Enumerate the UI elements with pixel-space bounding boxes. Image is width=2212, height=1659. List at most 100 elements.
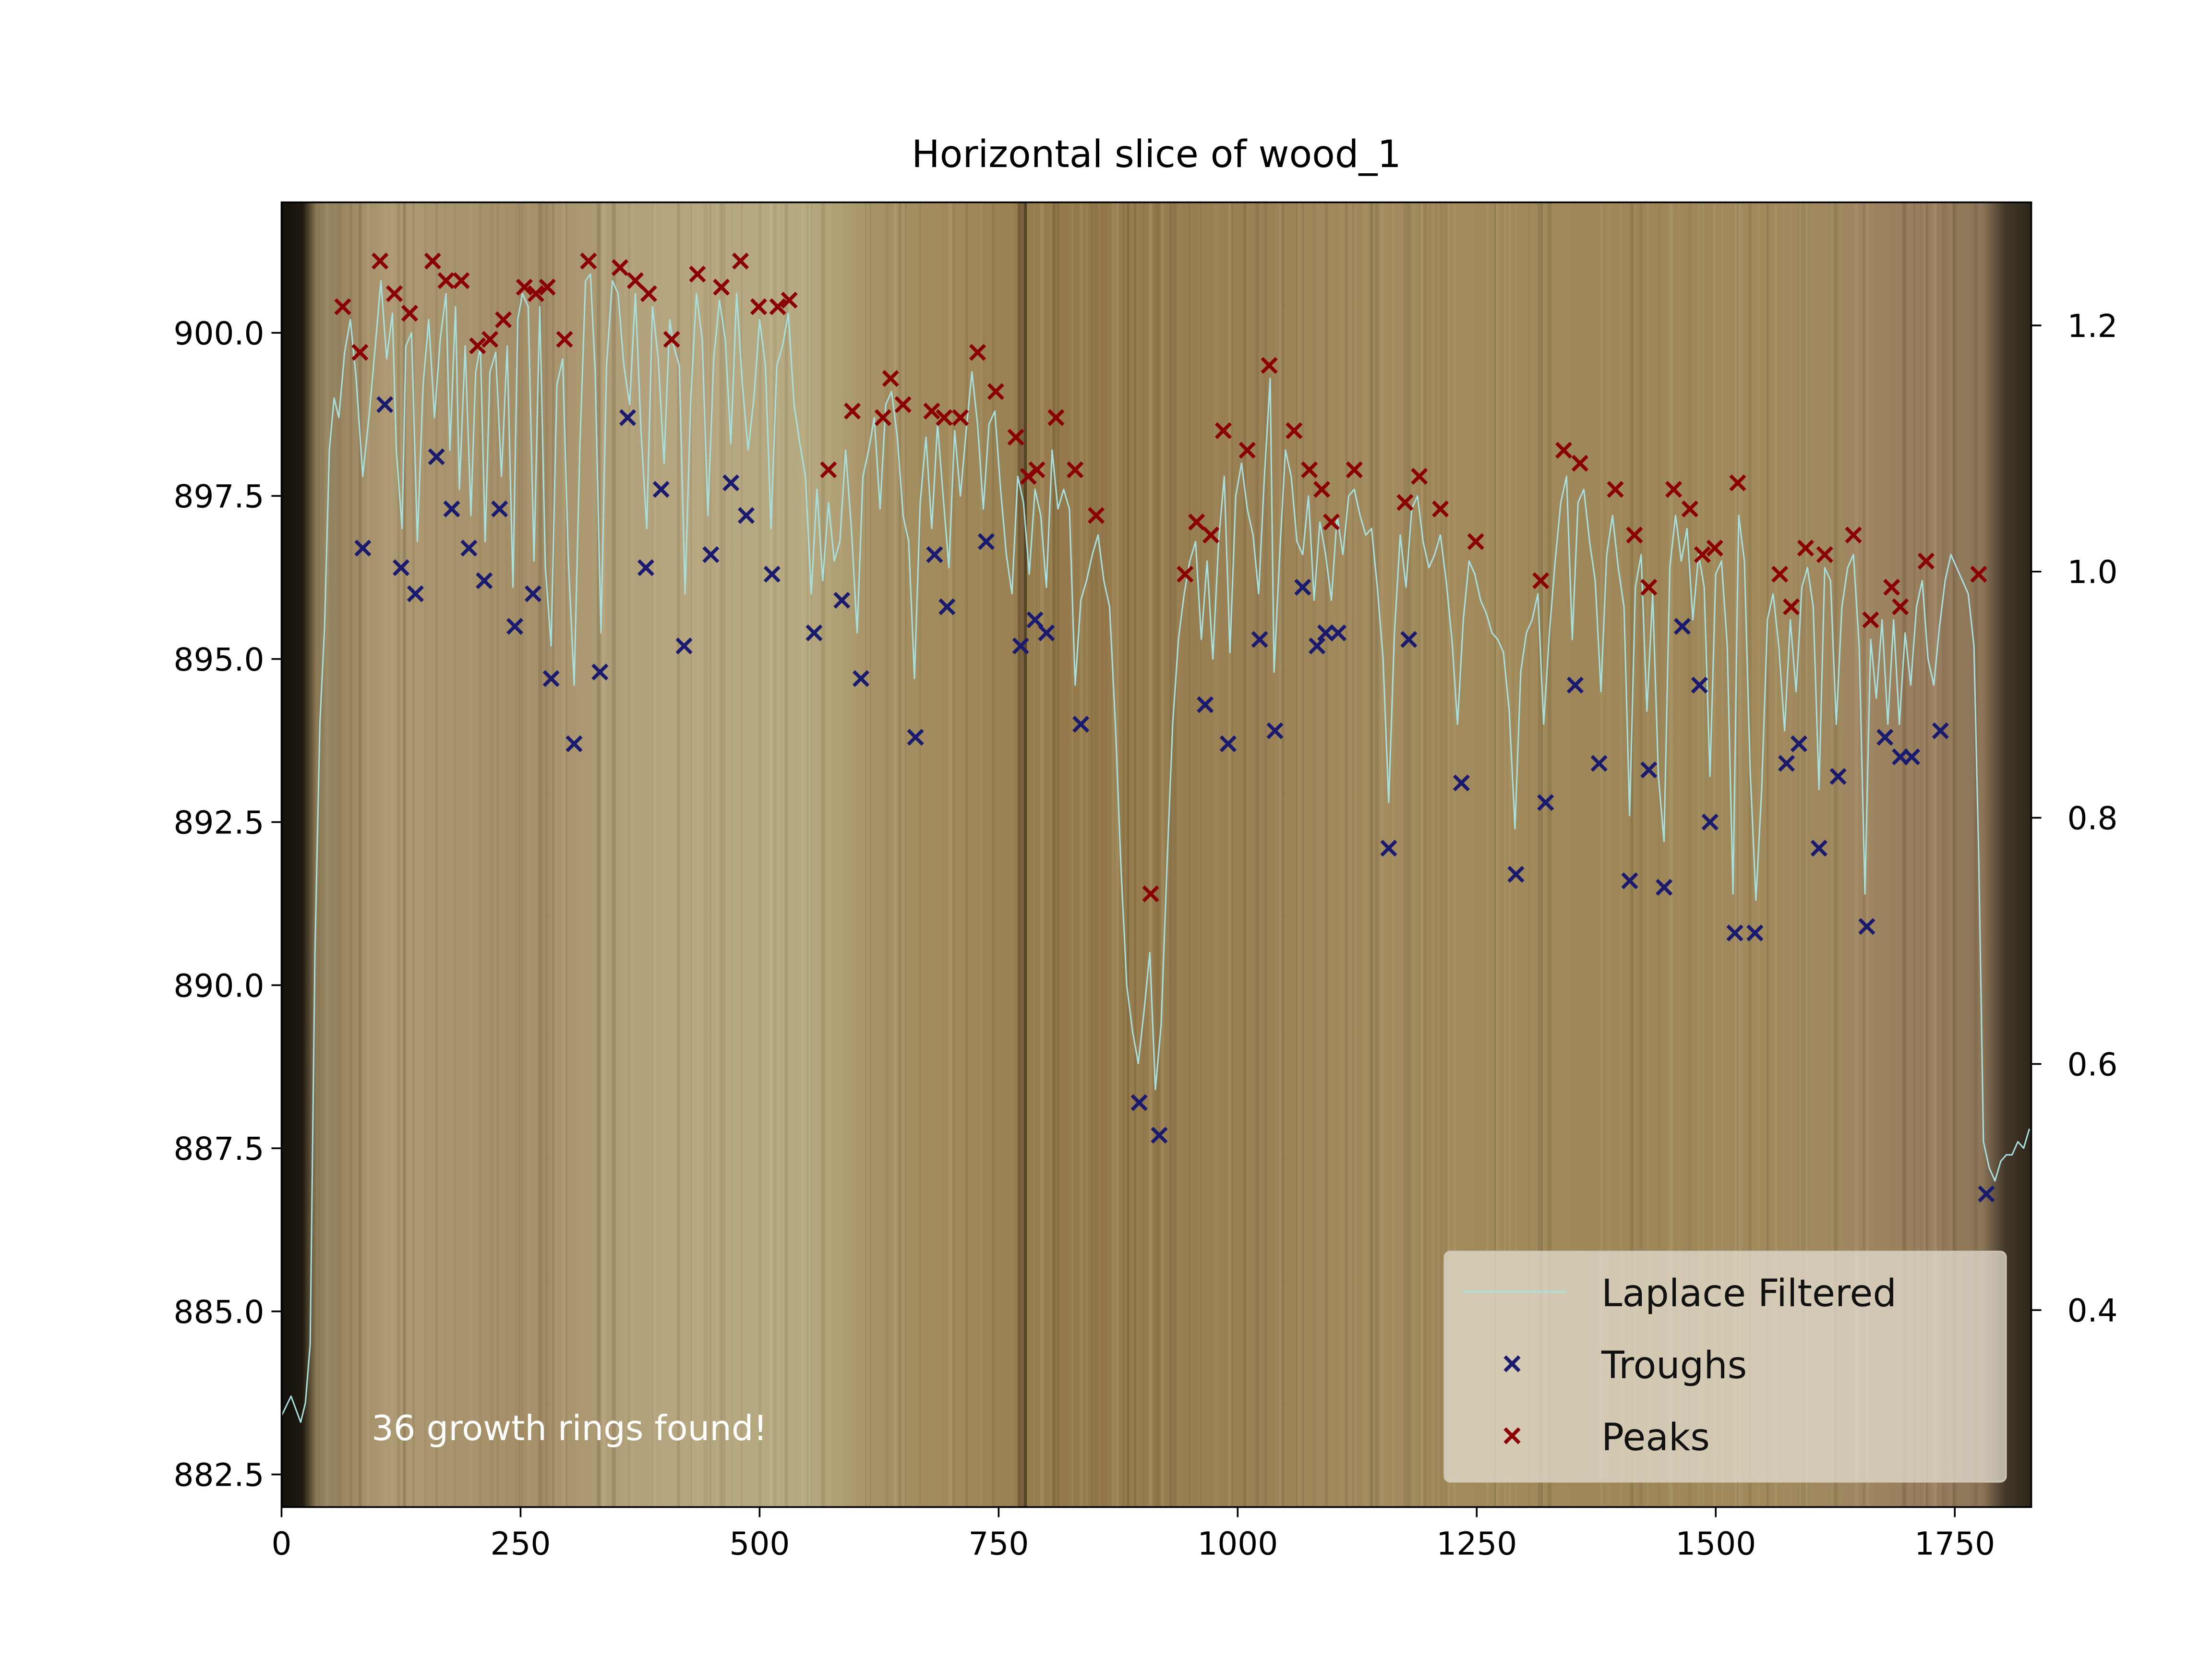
grain-streak xyxy=(516,202,518,1507)
grain-streak xyxy=(1942,202,1943,1507)
grain-streak xyxy=(1080,202,1083,1507)
grain-streak xyxy=(1200,202,1201,1507)
grain-streak xyxy=(1935,202,1937,1507)
grain-streak xyxy=(1600,202,1603,1507)
grain-streak xyxy=(651,202,654,1507)
trough-marker-stroke xyxy=(1453,774,1470,792)
peak-marker-stroke xyxy=(689,265,706,283)
trough-marker xyxy=(1903,748,1921,766)
grain-streak xyxy=(424,202,426,1507)
peak-marker xyxy=(874,409,891,426)
peak-marker-stroke xyxy=(1411,468,1428,485)
grain-streak xyxy=(1946,202,1947,1507)
trough-marker-stroke xyxy=(1294,578,1311,596)
grain-streak xyxy=(612,202,616,1507)
grain-streak xyxy=(980,202,984,1507)
peak-marker xyxy=(1845,527,1862,544)
grain-streak xyxy=(1255,202,1259,1507)
y-tick-label: 887.5 xyxy=(174,1130,264,1167)
trough-marker xyxy=(1380,840,1397,857)
grain-streak xyxy=(1035,202,1037,1507)
grain-streak xyxy=(778,202,781,1507)
troughs-series xyxy=(354,396,1995,1202)
grain-streak xyxy=(601,202,605,1507)
grain-streak xyxy=(806,202,808,1507)
grain-streak xyxy=(1149,202,1153,1507)
grain-streak xyxy=(1084,202,1086,1507)
grain-streak xyxy=(1902,202,1905,1507)
peak-marker-stroke xyxy=(1665,481,1683,498)
trough-marker-stroke xyxy=(1380,840,1397,857)
grain-streak xyxy=(821,202,825,1507)
grain-streak xyxy=(966,202,968,1507)
trough-marker xyxy=(1537,794,1554,811)
x-tick-label: 250 xyxy=(490,1526,551,1563)
grain-streak xyxy=(1904,202,1907,1507)
legend-label-laplace: Laplace Filtered xyxy=(1601,1272,1897,1315)
grain-streak xyxy=(1920,202,1922,1507)
peak-marker-stroke xyxy=(1047,409,1065,426)
peak-marker xyxy=(372,252,389,270)
peak-marker xyxy=(640,285,657,302)
grain-streak xyxy=(350,202,352,1507)
grain-streak xyxy=(628,202,630,1507)
grain-streak xyxy=(1640,202,1643,1507)
trough-marker xyxy=(1400,631,1418,648)
y2-tick-label: 0.6 xyxy=(2068,1046,2118,1083)
grain-streak xyxy=(732,202,733,1507)
trough-marker-stroke xyxy=(1903,748,1921,766)
trough-marker-stroke xyxy=(407,585,424,602)
trough-marker-stroke xyxy=(1266,722,1284,739)
trough-marker xyxy=(1829,768,1847,785)
x-axis: 0 250 500 750 1000 1250 1500 1750 xyxy=(272,1507,1995,1563)
peak-marker-stroke xyxy=(1917,553,1935,570)
grain-streak xyxy=(1453,202,1457,1507)
peak-marker-stroke xyxy=(1142,885,1159,902)
grain-streak xyxy=(709,202,711,1507)
trough-marker-stroke xyxy=(1537,794,1554,811)
peak-marker xyxy=(516,278,533,296)
trough-marker-stroke xyxy=(1219,735,1237,753)
peak-marker-stroke xyxy=(1087,507,1105,524)
peak-marker-stroke xyxy=(334,298,351,315)
trough-marker xyxy=(542,670,560,687)
y-tick-label: 882.5 xyxy=(174,1457,264,1494)
trough-marker-stroke xyxy=(702,546,720,563)
peak-marker-stroke xyxy=(1261,357,1278,374)
trough-marker-stroke xyxy=(852,670,870,687)
grain-streak xyxy=(1017,202,1021,1507)
legend-peaks-marker xyxy=(1503,1427,1521,1444)
peak-marker-stroke xyxy=(495,311,512,328)
peak-marker xyxy=(351,344,369,361)
grain-streak xyxy=(1734,202,1738,1507)
trough-marker-stroke xyxy=(392,559,410,577)
grain-streak xyxy=(1200,202,1201,1507)
peak-marker xyxy=(769,298,786,315)
peak-marker-stroke xyxy=(481,331,499,348)
peak-marker xyxy=(1286,422,1303,439)
grain-streak xyxy=(1058,202,1059,1507)
grain-streak xyxy=(811,202,812,1507)
trough-marker xyxy=(354,540,372,557)
grain-streak xyxy=(730,202,732,1507)
trough-marker xyxy=(1151,1127,1168,1144)
grain-streak xyxy=(1504,202,1506,1507)
x-tick-label: 750 xyxy=(968,1526,1029,1563)
grain-streak xyxy=(696,202,699,1507)
peak-marker-stroke xyxy=(1177,565,1194,583)
peak-marker-stroke xyxy=(1432,500,1449,517)
peak-marker xyxy=(1188,513,1205,530)
trough-marker xyxy=(1197,696,1214,713)
peak-marker-stroke xyxy=(1883,578,1900,596)
peak-marker-stroke xyxy=(969,344,986,361)
grain-streak xyxy=(1214,202,1216,1507)
grain-streak xyxy=(1748,202,1752,1507)
grain-streak xyxy=(544,202,548,1507)
peak-marker-stroke xyxy=(1681,500,1698,517)
peak-marker-stroke xyxy=(351,344,369,361)
peak-marker-stroke xyxy=(844,402,861,420)
grain-streak xyxy=(1799,202,1802,1507)
grain-streak xyxy=(1541,202,1543,1507)
peak-marker xyxy=(1202,527,1220,544)
legend-label-troughs: Troughs xyxy=(1601,1344,1747,1387)
